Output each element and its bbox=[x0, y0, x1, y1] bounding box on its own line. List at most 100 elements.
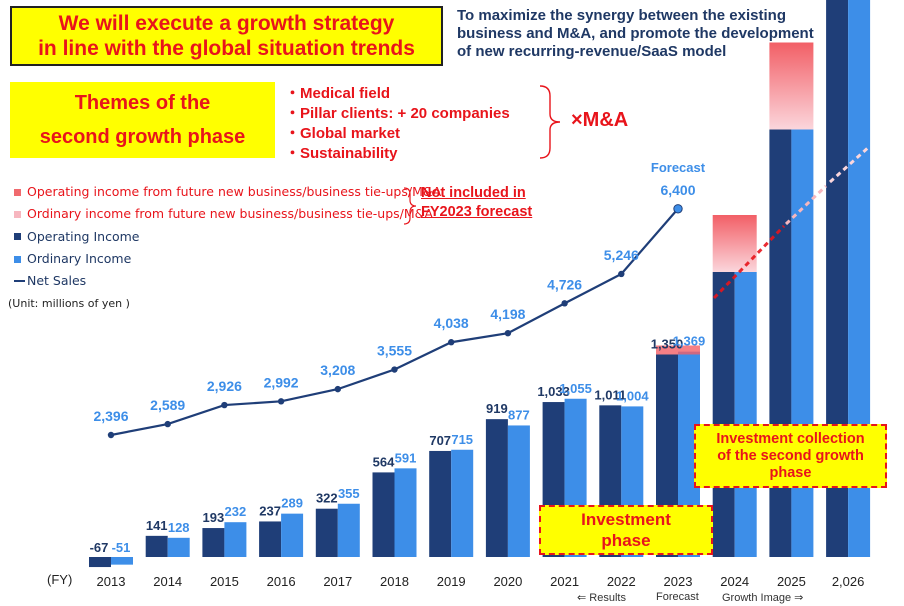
operating-income-bar bbox=[259, 521, 282, 557]
legend-item: Operating income from future new busines… bbox=[14, 181, 441, 203]
theme-item: ・Global market bbox=[285, 125, 401, 142]
ordinary-income-value-label: 1,369 bbox=[673, 334, 706, 349]
ordinary-income-value-label: 355 bbox=[338, 486, 360, 501]
net-sales-value-label: 4,198 bbox=[490, 306, 525, 322]
subhead-line-3: of new recurring-revenue/SaaS model bbox=[457, 43, 727, 60]
net-sales-point bbox=[334, 385, 341, 393]
not-included-line-1: Not included in bbox=[421, 185, 526, 201]
headline-line-2: in line with the global situation trends bbox=[38, 37, 415, 60]
legend-brace bbox=[403, 187, 417, 225]
x-tick-label: 2015 bbox=[210, 574, 239, 589]
future-income-bar bbox=[712, 215, 757, 272]
x-tick-label: 2021 bbox=[550, 574, 579, 589]
growth-operating-bar bbox=[712, 272, 735, 557]
themes-title-line-1: Themes of the bbox=[74, 92, 211, 114]
operating-income-bar bbox=[145, 535, 168, 557]
growth-dashed-line bbox=[784, 184, 828, 226]
not-included-note: Not included in FY2023 forecast bbox=[421, 184, 532, 222]
x-tick-label: 2025 bbox=[777, 574, 806, 589]
x-tick-label: 2024 bbox=[720, 574, 749, 589]
operating-income-value-label: 237 bbox=[259, 503, 281, 518]
unit-note: (Unit: millions of yen ) bbox=[8, 297, 130, 310]
net-sales-point bbox=[107, 431, 115, 439]
forecast-label: Forecast bbox=[651, 160, 706, 175]
operating-income-value-label: 193 bbox=[203, 510, 225, 525]
legend-swatch bbox=[14, 255, 21, 263]
operating-income-value-label: 564 bbox=[373, 454, 395, 469]
net-sales-point bbox=[618, 270, 625, 278]
investment-phase-callout: Investment phase bbox=[539, 505, 713, 555]
growth-dashed-line bbox=[712, 224, 786, 300]
net-sales-value-label: 3,208 bbox=[320, 362, 355, 378]
net-sales-point bbox=[673, 204, 683, 214]
x-tick-label: 2018 bbox=[380, 574, 409, 589]
x-tick-label: 2019 bbox=[437, 574, 466, 589]
callout-line: Investment bbox=[581, 510, 671, 529]
subhead-line-2: business and M&A, and promote the develo… bbox=[457, 25, 814, 42]
x-tick-label: 2020 bbox=[493, 574, 522, 589]
results-note: ⇐ Results bbox=[577, 592, 626, 604]
ordinary-income-value-label: 128 bbox=[168, 520, 190, 535]
ordinary-income-value-label: 877 bbox=[508, 407, 530, 422]
growth-operating-bar bbox=[826, 0, 849, 557]
theme-item: ・Sustainability bbox=[285, 145, 398, 162]
net-sales-value-label: 5,246 bbox=[604, 247, 639, 263]
themes-box: Themes of the second growth phase bbox=[10, 82, 275, 158]
ordinary-income-value-label: 1,055 bbox=[559, 381, 592, 396]
net-sales-point bbox=[448, 339, 455, 346]
net-sales-value-label: 2,589 bbox=[150, 397, 185, 413]
growth-ordinary-bar bbox=[848, 0, 871, 557]
investment-collection-callout: Investment collection of the second grow… bbox=[694, 424, 887, 488]
growth-operating-bar bbox=[769, 129, 792, 557]
net-sales-point bbox=[504, 329, 512, 337]
net-sales-point bbox=[391, 366, 398, 373]
callout-line: Investment collection bbox=[716, 430, 865, 447]
operating-income-bar bbox=[315, 508, 338, 557]
theme-item: ・Medical field bbox=[285, 85, 391, 102]
ordinary-income-bar bbox=[394, 468, 417, 557]
net-sales-value-label: 3,555 bbox=[377, 343, 412, 359]
net-sales-point bbox=[164, 420, 171, 428]
operating-income-value-label: -67 bbox=[90, 540, 109, 555]
x-tick-label: 2023 bbox=[664, 574, 693, 589]
callout-line: of the second growth bbox=[717, 447, 864, 464]
net-sales-value-label: 6,400 bbox=[660, 182, 695, 198]
legend-line-marker bbox=[14, 280, 25, 283]
net-sales-value-label: 4,038 bbox=[434, 315, 469, 331]
operating-income-value-label: 707 bbox=[429, 433, 451, 448]
fy-label: (FY) bbox=[47, 572, 73, 587]
x-tick-label: 2016 bbox=[267, 574, 296, 589]
operating-income-bar bbox=[372, 472, 395, 557]
net-sales-value-label: 4,726 bbox=[547, 276, 582, 292]
operating-income-bar bbox=[202, 528, 225, 557]
headline-line-1: We will execute a growth strategy bbox=[58, 12, 395, 35]
subhead-line-1: To maximize the synergy between the exis… bbox=[457, 7, 786, 24]
ordinary-income-value-label: 289 bbox=[281, 496, 303, 511]
legend-swatch bbox=[14, 210, 21, 218]
ordinary-income-value-label: 591 bbox=[395, 450, 417, 465]
headline-box: We will execute a growth strategy in lin… bbox=[10, 6, 443, 66]
legend-item: Net Sales bbox=[14, 270, 441, 292]
legend-swatch bbox=[14, 233, 21, 241]
ordinary-income-value-label: 715 bbox=[451, 432, 473, 447]
not-included-line-2: FY2023 forecast bbox=[421, 204, 533, 220]
net-sales-point bbox=[561, 300, 568, 307]
net-sales-point bbox=[221, 401, 228, 409]
ordinary-income-bar bbox=[167, 537, 190, 557]
x-tick-label: 2,026 bbox=[832, 574, 865, 589]
legend-item: Ordinary Income bbox=[14, 248, 441, 270]
forecast-note: Forecast bbox=[656, 591, 699, 603]
ordinary-income-bar bbox=[451, 449, 474, 557]
operating-income-value-label: 1,350 bbox=[651, 337, 684, 352]
operating-income-bar bbox=[485, 419, 508, 557]
legend-label: Operating income from future new busines… bbox=[27, 184, 442, 199]
future-income-cap bbox=[656, 345, 700, 355]
ordinary-income-bar bbox=[111, 557, 133, 565]
future-income-bar bbox=[769, 42, 814, 130]
legend-item: Operating Income bbox=[14, 226, 441, 248]
net-sales-point bbox=[277, 398, 285, 405]
legend-label: Net Sales bbox=[27, 273, 87, 289]
operating-income-value-label: 919 bbox=[486, 401, 508, 416]
themes-title-line-2: second growth phase bbox=[39, 126, 246, 148]
legend-swatch bbox=[14, 188, 21, 196]
